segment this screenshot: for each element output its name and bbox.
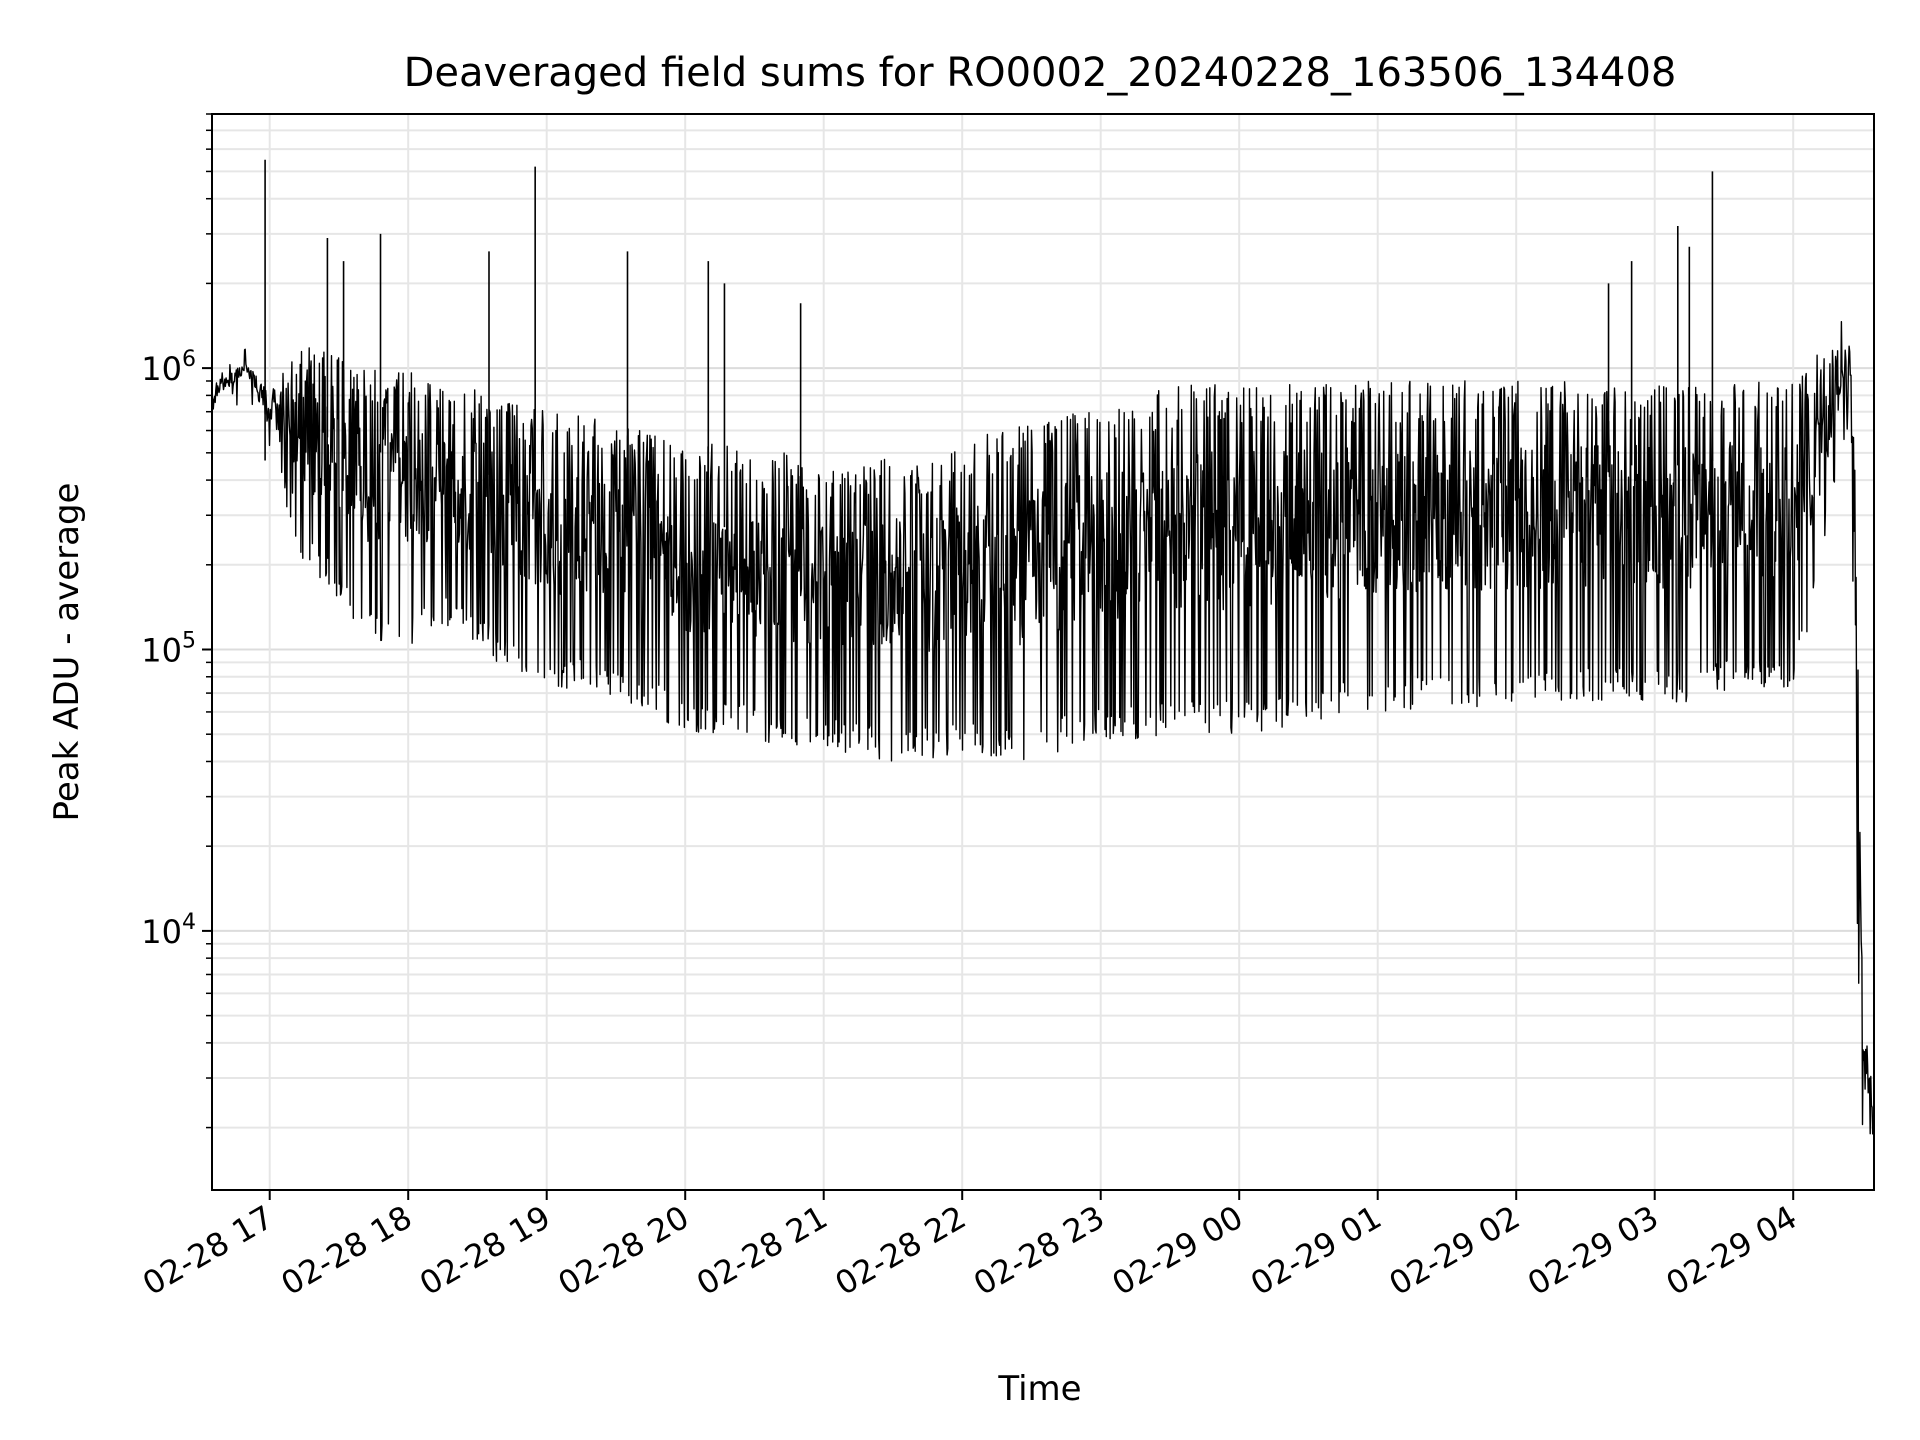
y-tick-label: 106 [141, 347, 196, 388]
y-tick-label: 104 [141, 910, 196, 951]
y-tick-label: 105 [141, 629, 196, 670]
plot-frame [211, 113, 1875, 1191]
trace-layer [211, 159, 1875, 1135]
y-axis-label: Peak ADU - average [47, 483, 87, 822]
x-axis-label: Time [997, 1369, 1081, 1409]
chart-title: Deaveraged field sums for RO0002_2024022… [404, 50, 1677, 96]
y-axis: 104 105 106 [141, 113, 212, 1129]
series-line [211, 321, 1875, 1135]
